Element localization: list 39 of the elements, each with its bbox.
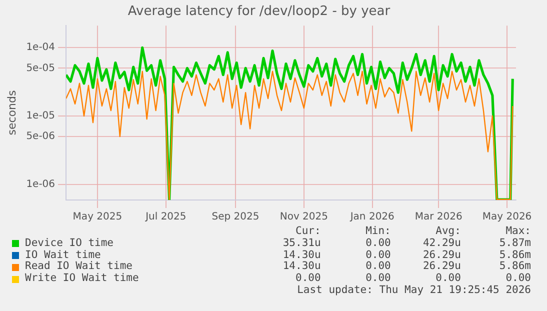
text: Last update: Thu May 21 19:25:45 2026 (296, 284, 531, 297)
text: 0.00 (434, 272, 461, 285)
text: 0.00 (294, 272, 321, 285)
text: Cur: (294, 225, 321, 238)
x-tick-label: Nov 2025 (280, 212, 328, 223)
text: Avg: (434, 225, 461, 238)
text: 0.00 (364, 260, 391, 273)
y-axis-title: seconds (5, 90, 18, 136)
y-tick-label: 1e-06 (26, 178, 56, 190)
text: 0.00 (364, 248, 391, 261)
x-tick-label: Jul 2025 (144, 212, 186, 223)
text: 5.86m (498, 248, 531, 261)
legend-label: Write IO Wait time (25, 272, 139, 285)
chart-title: Average latency for /dev/loop2 - by year (128, 4, 391, 20)
y-tick-label: 1e-05 (26, 110, 56, 122)
x-tick-label: Mar 2026 (414, 212, 462, 223)
text: 5.87m (498, 236, 531, 250)
text: Min: (364, 225, 391, 238)
x-tick-label: Sep 2025 (212, 212, 260, 223)
x-tick-label: May 2025 (72, 212, 122, 223)
text: 42.29u (422, 236, 461, 250)
legend-label: Read IO Wait time (25, 260, 132, 273)
text: 26.29u (422, 248, 461, 261)
text: 35.31u (282, 236, 321, 250)
text: 14.30u (282, 260, 321, 273)
x-tick-label: Jan 2026 (349, 212, 394, 223)
text: 0.00 (504, 272, 531, 285)
y-tick-label: 5e-06 (26, 131, 56, 142)
text: 0.00 (364, 272, 391, 285)
text: 26.29u (422, 260, 461, 273)
y-tick-label: 5e-05 (26, 62, 56, 74)
text: 5.86m (498, 260, 531, 273)
text: 0.00 (364, 236, 391, 250)
legend-label: IO Wait time (25, 248, 101, 261)
text: 14.30u (282, 248, 321, 261)
y-tick-label: 1e-04 (26, 42, 56, 54)
x-tick-label: May 2026 (482, 212, 532, 223)
text: Max: (504, 225, 531, 238)
legend-label: Device IO time (25, 236, 114, 250)
